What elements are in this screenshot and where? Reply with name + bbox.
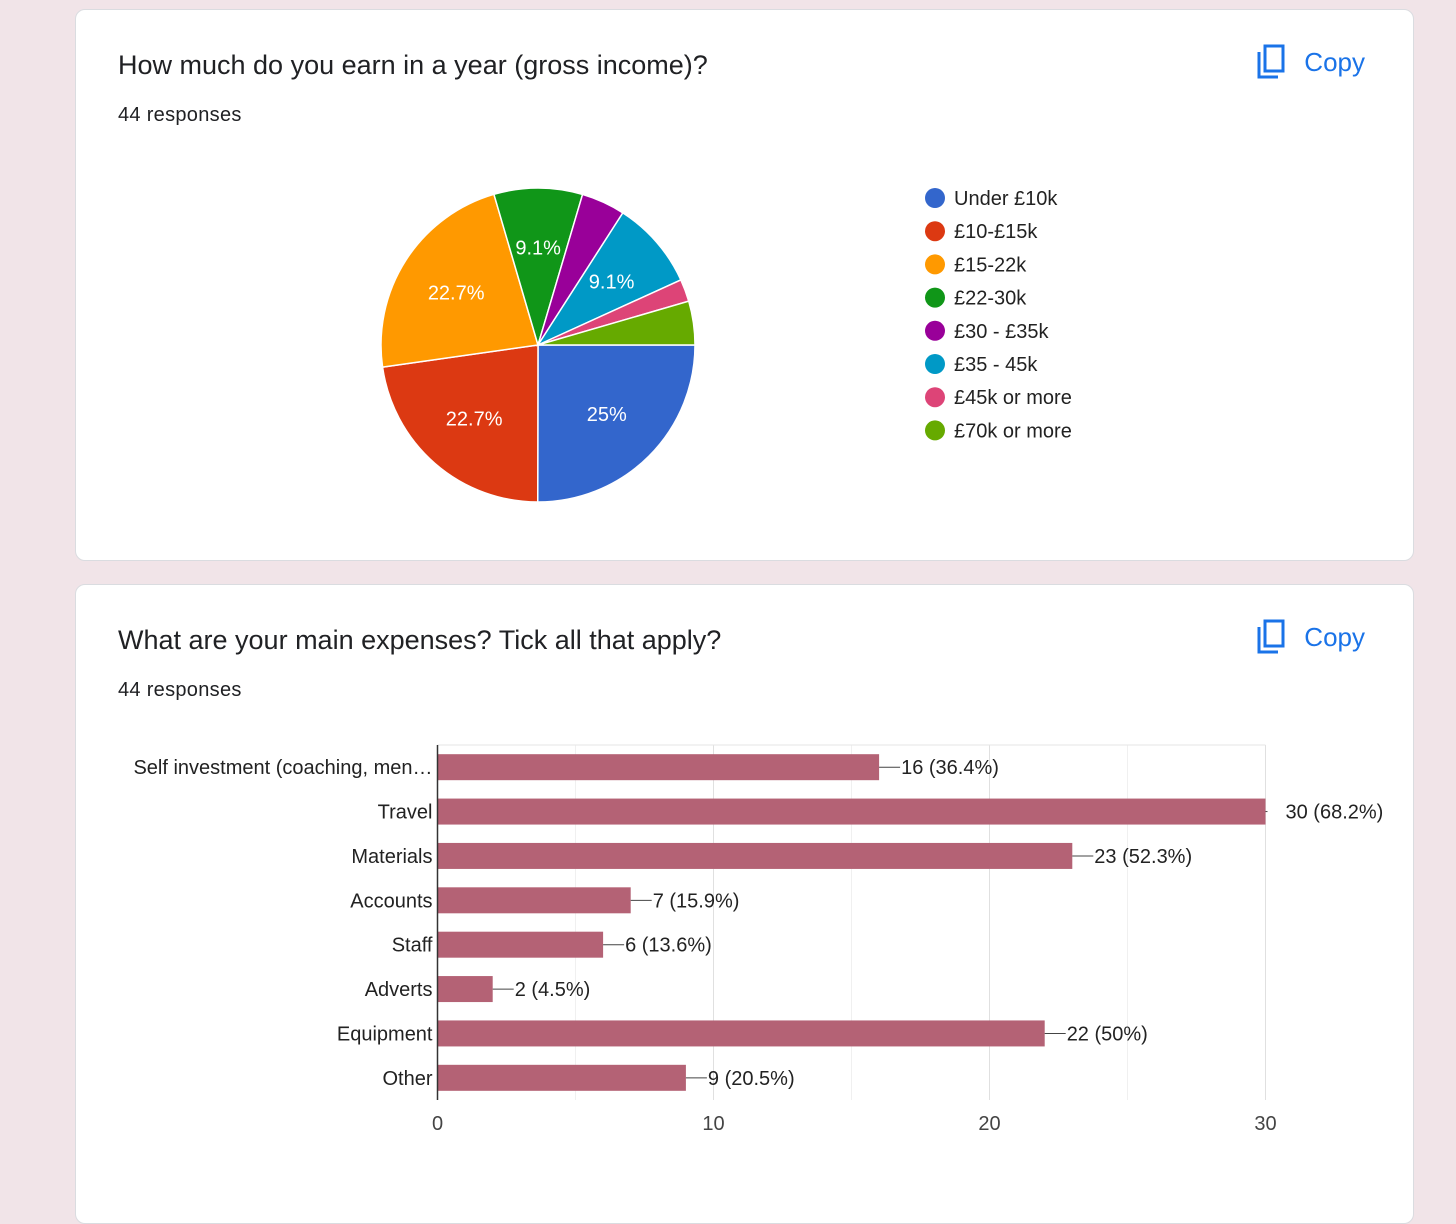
bar-data-label: 6 (13.6%) <box>625 935 712 957</box>
copy-button[interactable]: Copy <box>1256 619 1365 655</box>
response-count: 44 responses <box>118 104 242 126</box>
bar-data-label: 2 (4.5%) <box>515 979 591 1001</box>
question-card-expenses: What are your main expenses? Tick all th… <box>75 584 1414 1224</box>
copy-label: Copy <box>1304 621 1365 652</box>
pie-slice <box>537 300 696 346</box>
legend-item-label: £35 - 45k <box>954 354 1038 376</box>
bar <box>437 1020 1045 1047</box>
question-title: How much do you earn in a year (gross in… <box>118 50 708 80</box>
copy-label: Copy <box>1304 46 1365 77</box>
pie-slice <box>537 344 696 503</box>
copy-button[interactable]: Copy <box>1256 44 1365 80</box>
pie-slice <box>380 193 539 368</box>
question-title: What are your main expenses? Tick all th… <box>118 625 722 655</box>
pie-data-label: 9.1% <box>515 238 561 260</box>
bar-data-label: 30 (68.2%) <box>1286 802 1384 824</box>
legend-swatch <box>925 320 945 341</box>
content-copy-icon <box>1256 44 1286 80</box>
category-label: Staff <box>392 935 433 957</box>
category-label: Equipment <box>337 1023 433 1045</box>
category-label: Other <box>382 1068 432 1090</box>
bar-data-label: 16 (36.4%) <box>901 757 999 779</box>
x-tick-label: 10 <box>702 1113 724 1135</box>
legend-swatch <box>925 387 945 408</box>
bar <box>437 842 1073 869</box>
bar <box>437 976 493 1003</box>
legend-item-label: £45k or more <box>954 387 1072 409</box>
legend-item-label: £15-22k <box>954 254 1027 276</box>
legend-item-label: £10-£15k <box>954 221 1038 243</box>
content-copy-icon <box>1256 619 1286 655</box>
category-label: Self investment (coaching, men… <box>133 757 432 779</box>
bar <box>437 1064 686 1091</box>
pie-slice <box>535 211 682 347</box>
bar-data-label: 23 (52.3%) <box>1094 846 1192 868</box>
pie-data-label: 22.7% <box>428 282 485 304</box>
legend-item-label: £70k or more <box>954 420 1072 442</box>
bar-data-label: 22 (50%) <box>1067 1023 1148 1045</box>
bar <box>437 754 880 781</box>
pie-slice <box>492 187 584 348</box>
x-tick-label: 30 <box>1254 1113 1276 1135</box>
legend-swatch <box>925 254 945 275</box>
pie-data-label: 9.1% <box>589 271 635 293</box>
bar <box>437 931 604 958</box>
legend-swatch <box>925 221 945 242</box>
bar <box>437 798 1266 825</box>
expenses-bar-chart: 16 (36.4%) Self investment (coaching, men… <box>133 744 1384 1135</box>
pie-data-label: 25% <box>587 404 627 426</box>
bar <box>437 887 631 914</box>
legend-swatch <box>925 420 945 441</box>
legend-swatch <box>925 188 945 208</box>
response-count: 44 responses <box>118 679 242 701</box>
pie-slice <box>381 344 539 503</box>
legend-swatch <box>925 354 945 374</box>
bar-data-label: 9 (20.5%) <box>708 1068 795 1090</box>
legend-swatch <box>925 287 945 308</box>
question-card-income: How much do you earn in a year (gross in… <box>75 9 1414 561</box>
x-tick-label: 20 <box>978 1113 1000 1135</box>
category-label: Accounts <box>350 890 432 912</box>
pie-data-label: 22.7% <box>446 408 503 430</box>
bar-data-label: 7 (15.9%) <box>653 890 740 912</box>
income-pie-chart: 25% 22.7% 22.7% 9.1% 9.1% Under £10k £10-£15k £… <box>380 187 1072 503</box>
category-label: Adverts <box>365 979 433 1001</box>
category-label: Travel <box>378 802 433 824</box>
category-label: Materials <box>351 846 432 868</box>
legend-item-label: £30 - £35k <box>954 321 1050 343</box>
x-tick-label: 0 <box>432 1113 443 1135</box>
legend-item-label: £22-30k <box>954 288 1027 310</box>
legend-item-label: Under £10k <box>954 188 1058 210</box>
